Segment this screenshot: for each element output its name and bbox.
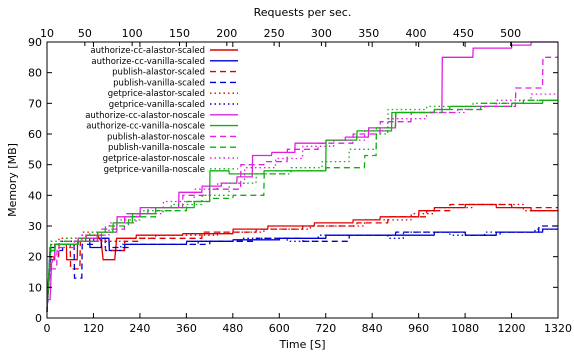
- x-tick-label: 480: [222, 322, 243, 335]
- series-layer: [46, 41, 558, 312]
- x-tick-label: 1320: [544, 322, 572, 335]
- x2-tick-label: 100: [122, 27, 143, 40]
- x-axis-title: Time [S]: [279, 338, 326, 351]
- y-tick-label: 30: [28, 220, 42, 233]
- legend-label: publish-alastor-noscale: [107, 132, 205, 142]
- legend-label: authorize-cc-vanilla-scaled: [91, 57, 205, 67]
- x2-tick-label: 450: [453, 27, 474, 40]
- x2-tick-label: 300: [311, 27, 332, 40]
- x2-tick-label: 500: [500, 27, 521, 40]
- x-tick-label: 720: [315, 322, 336, 335]
- series-line-9: [46, 56, 558, 300]
- y-tick-label: 0: [35, 312, 42, 325]
- y-tick-label: 70: [28, 97, 42, 110]
- legend-label: getprice-vanilla-scaled: [109, 100, 205, 110]
- y-tick-label: 50: [28, 159, 42, 172]
- y-tick-label: 20: [28, 251, 42, 264]
- x-tick-label: 600: [269, 322, 290, 335]
- legend-label: getprice-alastor-noscale: [103, 154, 205, 164]
- y-tick-label: 10: [28, 281, 42, 294]
- y-tick-label: 90: [28, 36, 42, 49]
- y-axis-title: Memory [MB]: [6, 143, 19, 217]
- y-tick-label: 60: [28, 128, 42, 141]
- legend-label: getprice-vanilla-noscale: [104, 165, 205, 175]
- axes: [46, 41, 559, 319]
- x2-tick-label: 400: [406, 27, 427, 40]
- x-tick-label: 960: [408, 322, 429, 335]
- x-tick-label: 840: [362, 322, 383, 335]
- x-tick-label: 240: [129, 322, 150, 335]
- legend-label: publish-alastor-scaled: [112, 68, 205, 78]
- x2-tick-label: 150: [169, 27, 190, 40]
- legend-label: getprice-alastor-scaled: [108, 89, 205, 99]
- x2-tick-label: 250: [264, 27, 285, 40]
- y-tick-label: 40: [28, 189, 42, 202]
- x-tick-label: 1200: [498, 322, 526, 335]
- x2-tick-label: 350: [358, 27, 379, 40]
- series-line-8: [46, 99, 558, 309]
- legend-label: publish-vanilla-scaled: [113, 78, 205, 88]
- series-line-1: [46, 203, 558, 309]
- plot-frame: [46, 41, 559, 319]
- y-tick-label: 80: [28, 67, 42, 80]
- x2-tick-label: 10: [40, 27, 54, 40]
- x-tick-label: 0: [44, 322, 51, 335]
- x2-tick-label: 200: [216, 27, 237, 40]
- x2-axis-title: Requests per sec.: [254, 6, 352, 19]
- legend-label: authorize-cc-vanilla-noscale: [86, 122, 205, 132]
- x-tick-label: 360: [176, 322, 197, 335]
- x2-tick-label: 50: [78, 27, 92, 40]
- legend-label: authorize-cc-alastor-scaled: [90, 46, 205, 56]
- legend-label: publish-vanilla-noscale: [108, 143, 205, 153]
- series-line-11: [46, 93, 558, 300]
- x-tick-label: 1080: [451, 322, 479, 335]
- series-line-3: [46, 203, 558, 309]
- legend-label: authorize-cc-alastor-noscale: [85, 111, 205, 121]
- series-line-5: [46, 203, 558, 309]
- ticks: 0 120 240 360 480 600 720 840 960 1080 1200 1320010…: [28, 27, 572, 335]
- legend: authorize-cc-alastor-scaledauthorize-cc-…: [85, 46, 238, 175]
- x-tick-label: 120: [83, 322, 104, 335]
